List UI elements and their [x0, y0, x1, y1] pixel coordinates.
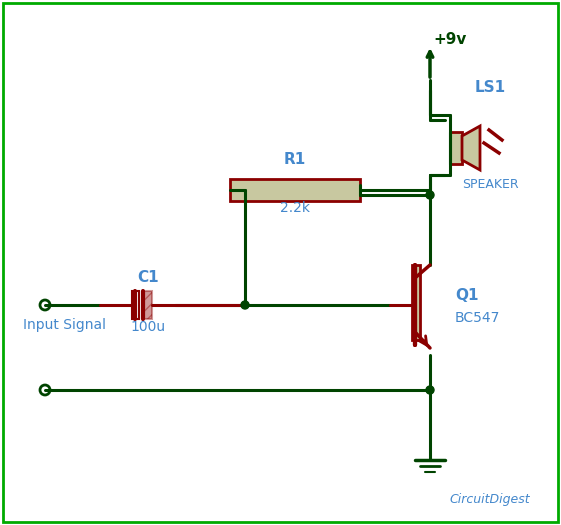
- Text: Q1: Q1: [455, 288, 479, 302]
- Text: Input Signal: Input Signal: [24, 318, 107, 332]
- Circle shape: [426, 386, 434, 394]
- Text: C1: C1: [137, 270, 159, 286]
- Text: R1: R1: [284, 152, 306, 167]
- Text: CircuitDigest: CircuitDigest: [449, 494, 530, 507]
- Bar: [412, 265, 420, 340]
- Bar: [230, 179, 360, 201]
- Text: 100u: 100u: [131, 320, 165, 334]
- Bar: [132, 291, 139, 319]
- Text: +9v: +9v: [433, 33, 467, 47]
- Bar: [450, 132, 462, 164]
- Text: SPEAKER: SPEAKER: [462, 178, 518, 192]
- Circle shape: [426, 191, 434, 199]
- Circle shape: [241, 301, 249, 309]
- Text: LS1: LS1: [475, 80, 505, 96]
- Polygon shape: [462, 126, 480, 170]
- Text: 2.2k: 2.2k: [280, 201, 310, 215]
- Text: BC547: BC547: [455, 311, 500, 325]
- Bar: [144, 291, 152, 319]
